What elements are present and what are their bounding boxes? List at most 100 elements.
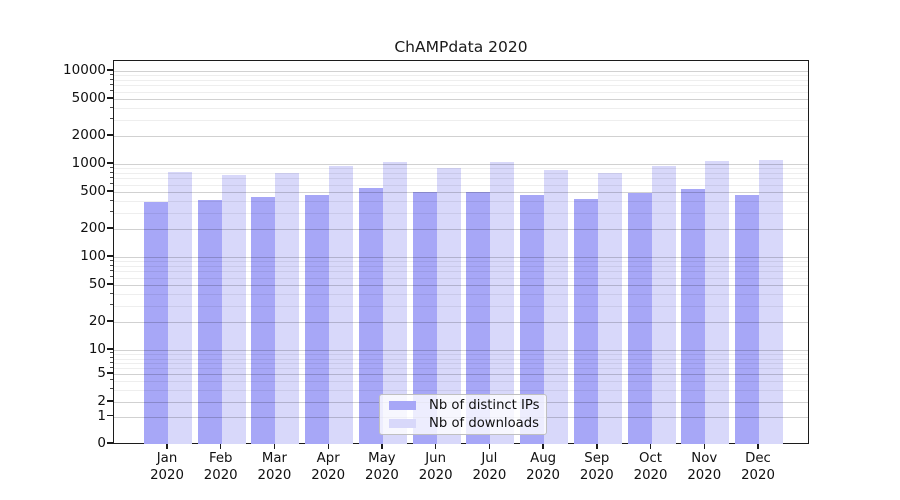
x-tick-label-nov: Nov 2020 (687, 451, 722, 484)
y-tick-mark (107, 372, 113, 374)
bar-downloads-jan (168, 172, 192, 444)
bar-distinct-ips-mar (251, 197, 276, 444)
y-tick-mark (107, 69, 113, 71)
x-tick-label-dec: Dec 2020 (741, 451, 775, 484)
y-minor-tick-mark (110, 118, 113, 120)
bar-downloads-nov (705, 160, 730, 444)
gridline-minor (114, 173, 808, 174)
gridline-minor (114, 305, 808, 307)
legend-label-downloads: Nb of downloads (429, 416, 539, 431)
x-tick-label-oct: Oct 2020 (633, 451, 668, 484)
y-tick-mark (107, 400, 113, 402)
x-tick-mark (381, 444, 383, 449)
y-tick-label-10: 10 (88, 341, 106, 357)
gridline-minor (114, 178, 808, 180)
y-tick-mark (107, 190, 113, 192)
x-tick-mark (649, 444, 652, 449)
x-tick-mark (488, 444, 491, 449)
gridline-major (114, 350, 808, 351)
bar-downloads-oct (651, 166, 676, 444)
y-minor-tick-mark (110, 361, 113, 363)
y-minor-tick-mark (110, 269, 113, 272)
y-minor-tick-mark (110, 292, 113, 294)
y-minor-tick-mark (110, 264, 113, 266)
gridline-minor (114, 266, 808, 267)
x-tick-label-feb: Feb 2020 (203, 451, 238, 484)
y-tick-mark (107, 255, 113, 257)
gridline-minor (114, 119, 808, 121)
x-tick-label-apr: Apr 2020 (311, 451, 346, 484)
y-tick-label-50: 50 (88, 275, 106, 292)
bar-distinct-ips-nov (681, 188, 706, 444)
x-tick-label-jul: Jul 2020 (472, 451, 507, 484)
y-axis: 0 1 2 5 10 20 50 100 200 500 1000 2000 5000 10000 (0, 0, 106, 500)
legend-swatch-downloads (389, 418, 416, 429)
plot-area (113, 60, 809, 444)
x-tick-mark (596, 444, 598, 449)
y-tick-label-5: 5 (97, 365, 106, 381)
y-tick-label-2: 2 (97, 393, 106, 409)
gridline-minor (114, 380, 808, 382)
x-tick-label-may: May 2020 (364, 451, 399, 484)
gridline-minor (114, 91, 808, 93)
y-tick-label-1000: 1000 (71, 155, 106, 171)
bar-distinct-ips-apr (305, 195, 330, 444)
bar-downloads-feb (221, 175, 246, 444)
y-minor-tick-mark (110, 379, 113, 381)
gridline-major (114, 136, 808, 137)
y-minor-tick-mark (110, 211, 113, 213)
gridline-major (114, 322, 808, 323)
y-minor-tick-mark (110, 199, 113, 201)
gridline-minor (114, 212, 808, 214)
x-tick-label-jan: Jan 2020 (150, 451, 184, 484)
gridline-minor (114, 271, 808, 273)
chart-title: ChAMPdata 2020 (394, 38, 528, 56)
gridline-minor (114, 358, 808, 360)
legend-item-distinct-ips: Nb of distinct IPs (387, 398, 540, 413)
gridline-minor (114, 80, 808, 81)
gridline-major (114, 284, 808, 286)
y-minor-tick-mark (110, 78, 113, 80)
y-minor-tick-mark (110, 106, 113, 108)
bar-distinct-ips-dec (734, 195, 759, 444)
y-tick-mark (107, 227, 113, 229)
x-tick-mark (166, 444, 168, 449)
x-tick-mark (327, 444, 329, 449)
y-tick-label-200: 200 (80, 220, 106, 236)
x-tick-mark (542, 444, 544, 449)
gridline-minor (114, 261, 808, 263)
y-minor-tick-mark (110, 83, 113, 86)
bar-distinct-ips-feb (197, 199, 222, 444)
gridline-minor (114, 184, 808, 186)
gridline-minor (114, 168, 808, 170)
bar-distinct-ips-jan (144, 202, 168, 444)
bar-distinct-ips-oct (627, 192, 652, 444)
y-tick-label-2000: 2000 (71, 127, 106, 143)
legend: Nb of distinct IPs Nb of downloads (379, 394, 547, 435)
gridline-minor (114, 75, 808, 77)
gridline-minor (114, 294, 808, 295)
y-minor-tick-mark (110, 304, 113, 306)
x-tick-label-mar: Mar 2020 (257, 451, 292, 484)
bar-downloads-aug (544, 170, 569, 444)
y-minor-tick-mark (110, 176, 113, 179)
y-tick-mark (107, 162, 113, 164)
gridlines-minor (114, 61, 808, 443)
y-minor-tick-mark (110, 352, 113, 354)
y-tick-label-100: 100 (80, 248, 106, 264)
bar-downloads-apr (329, 166, 354, 444)
bar-downloads-mar (275, 173, 300, 444)
y-tick-mark (107, 348, 113, 350)
gridline-major (114, 229, 808, 230)
y-tick-mark (107, 283, 113, 285)
y-tick-label-10000: 10000 (63, 62, 106, 78)
y-minor-tick-mark (110, 388, 113, 390)
legend-swatch-distinct-ips (389, 400, 416, 411)
y-tick-label-500: 500 (80, 182, 106, 199)
y-tick-mark (107, 414, 113, 417)
y-tick-label-0: 0 (97, 435, 106, 451)
x-tick-label-aug: Aug 2020 (526, 451, 560, 484)
y-tick-label-20: 20 (88, 313, 106, 329)
gridline-major (114, 374, 808, 375)
